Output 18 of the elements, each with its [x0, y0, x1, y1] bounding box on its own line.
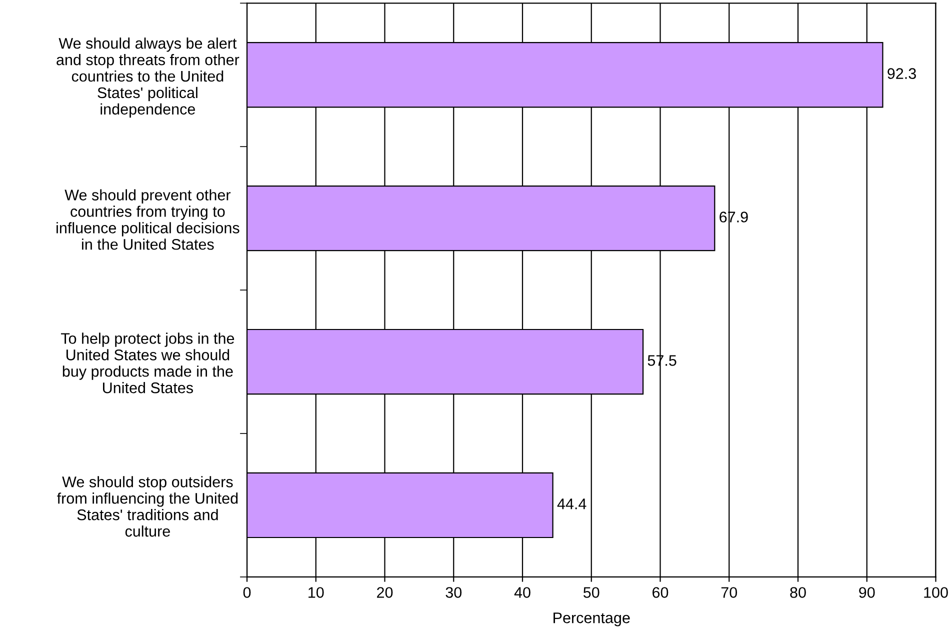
y-tick-label: We should stop outsiders from influencing the United States' traditions and culture	[57, 476, 238, 537]
x-tick-label: 80	[790, 587, 806, 598]
x-axis-title: Percentage	[554, 612, 630, 626]
x-tick-label: 100	[924, 587, 948, 598]
y-tick-label: We should always be alert and stop threats from other countries to the United States' political independence	[56, 38, 240, 118]
x-tick-label: 90	[859, 587, 875, 598]
x-tick-label: 10	[308, 587, 324, 598]
x-tick-label: 70	[721, 587, 738, 598]
x-tick-label: 60	[652, 587, 668, 598]
x-tick-label: 30	[446, 587, 462, 598]
x-tick-label: 20	[377, 587, 393, 598]
data-label: 44.4	[557, 498, 586, 510]
x-tick-label: 40	[514, 587, 530, 598]
x-tick-label: 50	[583, 587, 600, 598]
data-label: 92.3	[888, 68, 916, 79]
y-tick-label: We should prevent other countries from trying to influence political decisions in the United States	[56, 189, 240, 250]
x-tick-label: 0	[243, 587, 251, 598]
y-tick-label: To help protect jobs in the United States we should buy products made in the United States	[60, 332, 234, 394]
